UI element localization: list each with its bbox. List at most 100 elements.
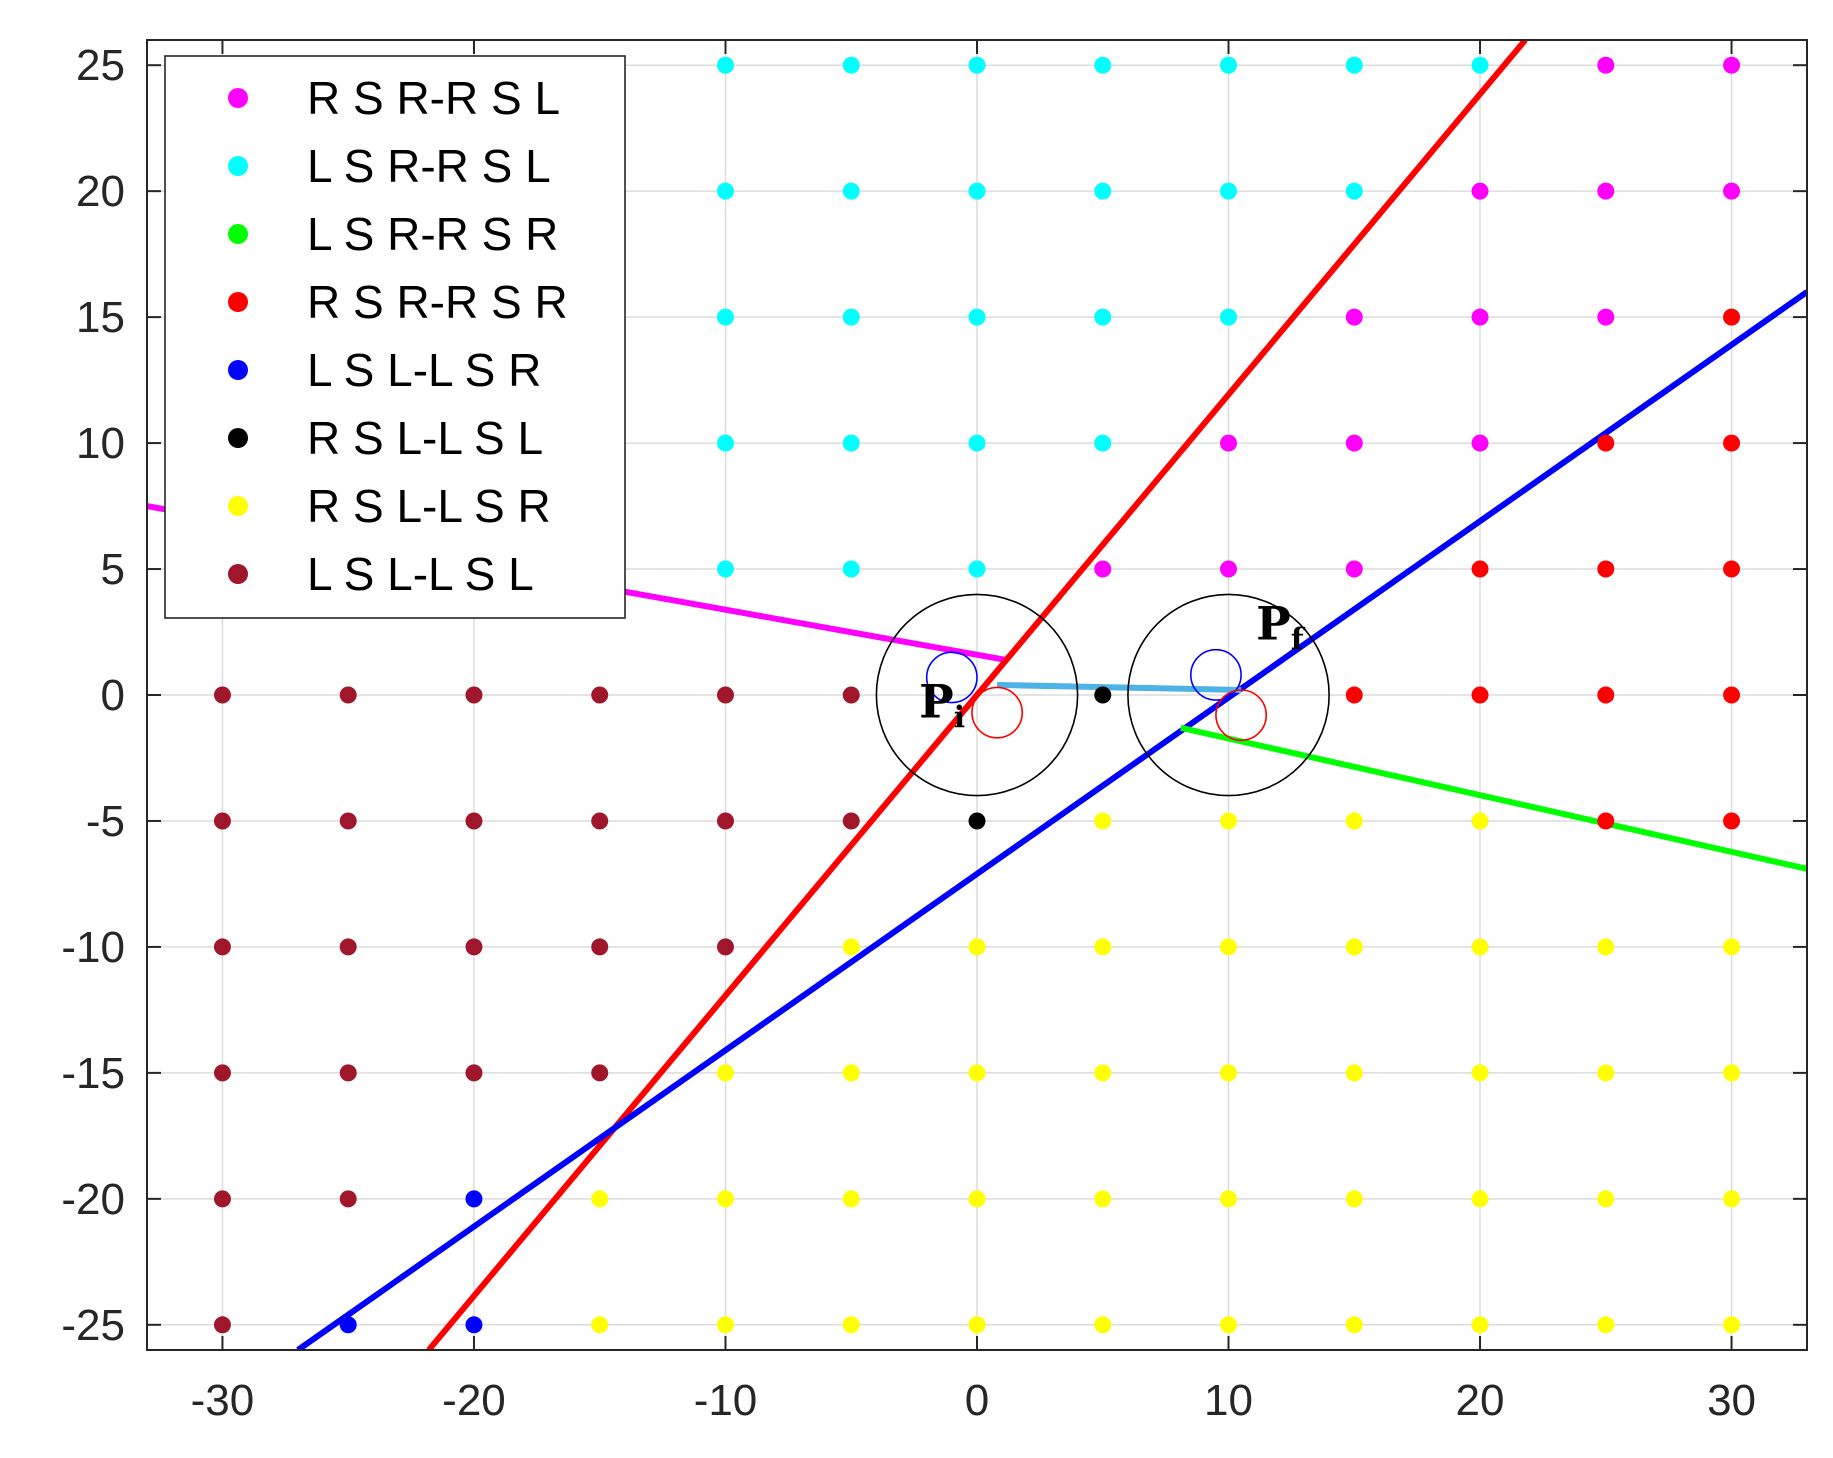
data-point — [842, 308, 860, 326]
data-point — [1723, 1190, 1741, 1208]
data-point — [339, 1190, 357, 1208]
data-point — [1597, 560, 1615, 578]
x-tick-label: 20 — [1456, 1376, 1505, 1425]
x-tick-label: -30 — [191, 1376, 255, 1425]
data-point — [1220, 1316, 1238, 1334]
data-point — [1597, 1316, 1615, 1334]
data-point — [716, 938, 734, 956]
data-point — [1094, 560, 1112, 578]
data-point — [465, 686, 483, 704]
legend-marker — [228, 564, 248, 584]
data-point — [1094, 182, 1112, 200]
data-point — [968, 434, 986, 452]
data-point — [842, 182, 860, 200]
data-point — [842, 56, 860, 74]
data-point — [1723, 812, 1741, 830]
data-point — [465, 1316, 483, 1334]
data-point — [716, 182, 734, 200]
data-point — [716, 560, 734, 578]
data-point — [1597, 938, 1615, 956]
data-point — [1220, 1190, 1238, 1208]
data-point — [1220, 182, 1238, 200]
data-point — [1220, 812, 1238, 830]
data-point — [591, 1190, 609, 1208]
data-point — [339, 812, 357, 830]
data-point — [1345, 1316, 1363, 1334]
turning-circle — [1189, 648, 1242, 701]
data-point — [968, 308, 986, 326]
data-point — [968, 938, 986, 956]
data-point — [213, 812, 231, 830]
data-point — [1471, 56, 1489, 74]
legend-marker — [228, 88, 248, 108]
data-point — [1597, 812, 1615, 830]
data-point — [716, 1316, 734, 1334]
x-tick-label: 30 — [1707, 1376, 1756, 1425]
data-point — [842, 686, 860, 704]
point-label-subscript: f — [1291, 623, 1306, 658]
data-point — [591, 1316, 609, 1334]
legend-marker — [228, 428, 248, 448]
data-point — [1471, 938, 1489, 956]
legend-marker — [228, 292, 248, 312]
data-point — [1597, 434, 1615, 452]
point-label: Pi — [919, 675, 965, 736]
data-point — [1471, 1190, 1489, 1208]
legend-label: L S L-L S R — [307, 344, 541, 396]
data-point — [1471, 812, 1489, 830]
y-tick-label: 5 — [101, 545, 125, 594]
data-point — [213, 938, 231, 956]
data-point — [1220, 308, 1238, 326]
data-point — [1597, 56, 1615, 74]
turning-circle — [1215, 689, 1268, 742]
axis-ticks: -30 -20 -10 0 10 20 30 -25 -20 -15 -10 -5 0 5 10 15 20 25 — [61, 40, 1807, 1425]
data-point — [1094, 1064, 1112, 1082]
y-tick-label: -20 — [61, 1175, 125, 1224]
trajectory-line — [1180, 724, 1807, 872]
legend-label: R S L-L S L — [307, 412, 543, 464]
data-point — [591, 812, 609, 830]
data-point — [1345, 308, 1363, 326]
legend-marker — [228, 224, 248, 244]
data-point — [842, 1190, 860, 1208]
turning-circle — [971, 686, 1024, 739]
data-point — [1220, 434, 1238, 452]
data-point — [465, 1064, 483, 1082]
data-point — [968, 182, 986, 200]
data-point — [213, 1190, 231, 1208]
data-point — [1345, 812, 1363, 830]
x-tick-label: 10 — [1204, 1376, 1253, 1425]
data-point — [339, 938, 357, 956]
data-point — [842, 812, 860, 830]
data-point — [842, 560, 860, 578]
data-point — [1471, 1316, 1489, 1334]
turning-circle — [1127, 593, 1330, 797]
x-tick-label: 0 — [965, 1376, 989, 1425]
data-point — [1723, 1064, 1741, 1082]
data-point — [968, 812, 986, 830]
data-point — [1094, 434, 1112, 452]
data-point — [1723, 182, 1741, 200]
y-tick-label: 25 — [76, 41, 125, 90]
data-point — [1723, 434, 1741, 452]
legend: R S R-R S L L S R-R S L L S R-R S R R S R-R… — [164, 55, 626, 619]
data-point — [716, 1064, 734, 1082]
trajectory-line — [997, 681, 1242, 693]
data-point — [1471, 560, 1489, 578]
data-point — [1345, 686, 1363, 704]
data-point — [1723, 938, 1741, 956]
y-tick-label: -25 — [61, 1301, 125, 1350]
data-point — [1345, 938, 1363, 956]
data-point — [716, 812, 734, 830]
data-point — [1220, 560, 1238, 578]
y-tick-label: 15 — [76, 293, 125, 342]
data-point — [1723, 1316, 1741, 1334]
trajectory-line — [296, 289, 1807, 1350]
data-point — [842, 1316, 860, 1334]
y-tick-label: -5 — [86, 797, 125, 846]
data-point — [213, 1316, 231, 1334]
x-tick-label: -10 — [694, 1376, 758, 1425]
data-point — [1220, 56, 1238, 74]
data-point — [1471, 182, 1489, 200]
data-point — [1094, 1190, 1112, 1208]
